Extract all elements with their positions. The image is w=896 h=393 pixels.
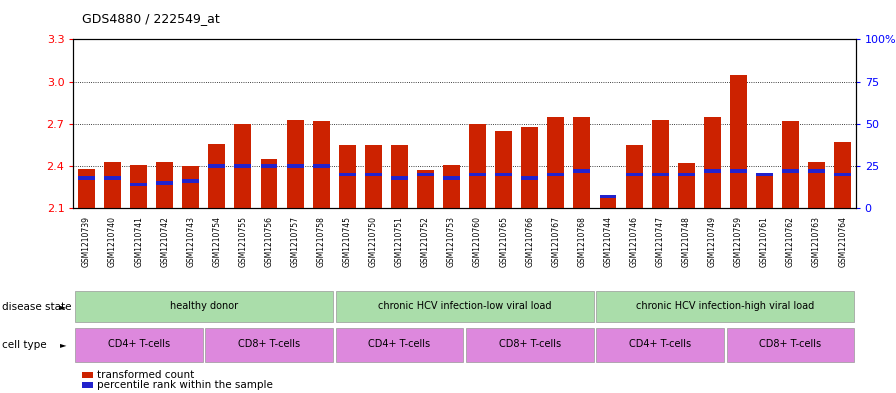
- Bar: [730, 75, 747, 208]
- Bar: [156, 181, 173, 185]
- Bar: [339, 173, 356, 176]
- Bar: [703, 117, 720, 208]
- Bar: [443, 176, 460, 180]
- Bar: [313, 121, 330, 208]
- Bar: [78, 176, 95, 180]
- Bar: [443, 165, 460, 208]
- Bar: [209, 164, 226, 168]
- Text: CD8+ T-cells: CD8+ T-cells: [499, 339, 561, 349]
- Bar: [74, 328, 202, 362]
- Bar: [547, 173, 564, 176]
- Bar: [74, 290, 333, 322]
- Bar: [209, 143, 226, 208]
- Text: CD4+ T-cells: CD4+ T-cells: [108, 339, 169, 349]
- Bar: [625, 173, 642, 176]
- Bar: [651, 173, 668, 176]
- Text: transformed count: transformed count: [97, 370, 194, 380]
- Bar: [808, 169, 825, 173]
- Bar: [104, 162, 121, 208]
- Bar: [495, 131, 513, 208]
- Bar: [703, 169, 720, 173]
- Bar: [730, 169, 747, 173]
- Text: ►: ►: [59, 340, 66, 349]
- Bar: [182, 180, 199, 183]
- Bar: [470, 173, 487, 176]
- Bar: [625, 145, 642, 208]
- Bar: [521, 176, 538, 180]
- Bar: [261, 164, 278, 168]
- Bar: [782, 169, 799, 173]
- Bar: [78, 169, 95, 208]
- Bar: [339, 145, 356, 208]
- Bar: [261, 159, 278, 208]
- Bar: [727, 328, 855, 362]
- Text: CD8+ T-cells: CD8+ T-cells: [760, 339, 822, 349]
- Bar: [335, 328, 463, 362]
- Bar: [756, 173, 773, 176]
- Text: disease state: disease state: [2, 301, 72, 312]
- Bar: [834, 173, 851, 176]
- Bar: [182, 166, 199, 208]
- Bar: [391, 176, 408, 180]
- Bar: [573, 169, 590, 173]
- Bar: [596, 290, 855, 322]
- Bar: [417, 170, 434, 208]
- Bar: [677, 163, 694, 208]
- Bar: [466, 328, 594, 362]
- Bar: [335, 290, 594, 322]
- Text: CD4+ T-cells: CD4+ T-cells: [368, 339, 430, 349]
- Bar: [596, 328, 724, 362]
- Bar: [287, 119, 304, 208]
- Bar: [495, 173, 513, 176]
- Bar: [104, 176, 121, 180]
- Bar: [391, 145, 408, 208]
- Bar: [235, 164, 252, 168]
- Bar: [521, 127, 538, 208]
- Bar: [756, 173, 773, 208]
- Bar: [651, 119, 668, 208]
- Text: GDS4880 / 222549_at: GDS4880 / 222549_at: [82, 12, 220, 25]
- Bar: [205, 328, 333, 362]
- Text: healthy donor: healthy donor: [169, 301, 238, 311]
- Bar: [417, 173, 434, 176]
- Bar: [573, 117, 590, 208]
- Bar: [834, 142, 851, 208]
- Bar: [235, 124, 252, 208]
- Text: ►: ►: [59, 302, 66, 311]
- Bar: [677, 173, 694, 176]
- Bar: [808, 162, 825, 208]
- Bar: [130, 165, 147, 208]
- Bar: [365, 173, 382, 176]
- Bar: [156, 162, 173, 208]
- Text: chronic HCV infection-high viral load: chronic HCV infection-high viral load: [636, 301, 814, 311]
- Bar: [599, 197, 616, 208]
- Text: cell type: cell type: [2, 340, 47, 350]
- Text: chronic HCV infection-low viral load: chronic HCV infection-low viral load: [378, 301, 551, 311]
- Bar: [130, 183, 147, 186]
- Bar: [470, 124, 487, 208]
- Bar: [782, 121, 799, 208]
- Bar: [313, 164, 330, 168]
- Bar: [547, 117, 564, 208]
- Bar: [287, 164, 304, 168]
- Bar: [599, 195, 616, 198]
- Bar: [365, 145, 382, 208]
- Text: percentile rank within the sample: percentile rank within the sample: [97, 380, 272, 390]
- Text: CD8+ T-cells: CD8+ T-cells: [238, 339, 300, 349]
- Text: CD4+ T-cells: CD4+ T-cells: [629, 339, 691, 349]
